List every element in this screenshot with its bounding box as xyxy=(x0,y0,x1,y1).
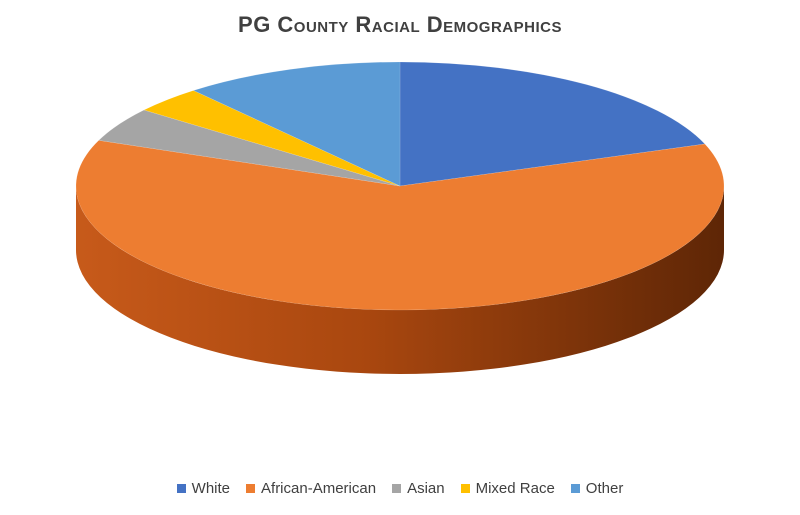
pie-slice-african-american xyxy=(75,140,725,311)
chart-legend: White African-American Asian Mixed Race Othe… xyxy=(0,480,800,497)
pie-slice-other xyxy=(192,61,401,187)
pie-slice-mixed-race xyxy=(143,90,401,187)
legend-swatch-mixed-race xyxy=(460,484,470,493)
legend-item-white: White xyxy=(176,480,231,497)
pie-slice-asian xyxy=(98,109,401,187)
legend-item-mixed-race: Mixed Race xyxy=(460,480,555,497)
legend-item-african-american: African-American xyxy=(246,480,376,497)
legend-label-other: Other xyxy=(585,480,624,497)
legend-item-other: Other xyxy=(570,480,624,497)
pie-slice-white xyxy=(399,61,706,187)
legend-item-asian: Asian xyxy=(392,480,445,497)
chart-title: PG County Racial Demographics xyxy=(238,12,562,37)
legend-label-mixed-race: Mixed Race xyxy=(475,480,555,497)
legend-swatch-other xyxy=(570,484,580,493)
legend-label-african-american: African-American xyxy=(261,480,377,497)
pie-side-african-american xyxy=(76,186,724,374)
legend-label-white: White xyxy=(191,480,231,497)
pie-chart xyxy=(75,61,725,374)
pie-top-group xyxy=(75,61,725,311)
legend-label-asian: Asian xyxy=(407,480,445,497)
pie-side-group xyxy=(76,186,724,374)
legend-swatch-asian xyxy=(392,484,402,493)
legend-swatch-african-american xyxy=(246,484,256,493)
legend-swatch-white xyxy=(176,484,186,493)
